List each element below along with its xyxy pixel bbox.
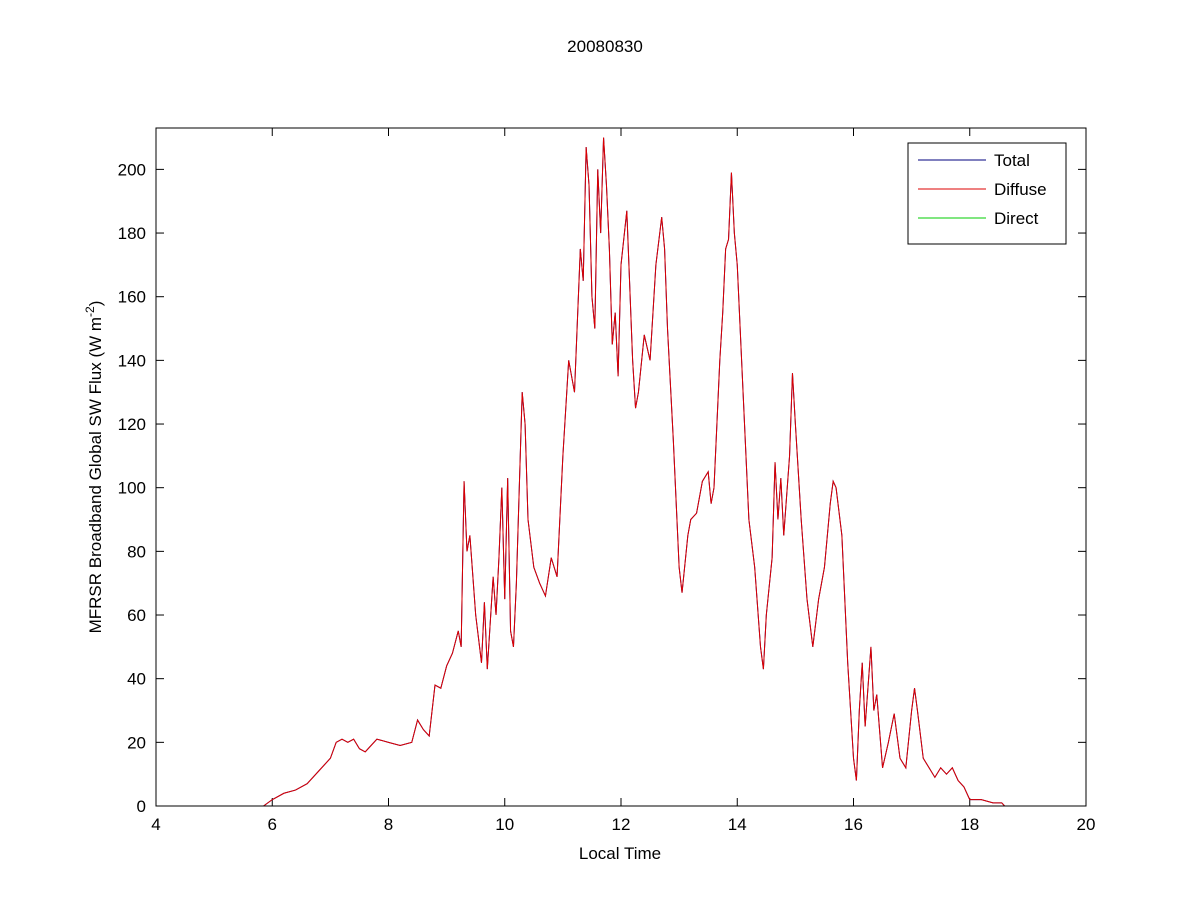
x-tick-label: 14 bbox=[728, 815, 747, 834]
y-tick-label: 140 bbox=[118, 351, 146, 370]
x-tick-label: 4 bbox=[151, 815, 160, 834]
legend-label: Diffuse bbox=[994, 180, 1047, 199]
y-tick-label: 160 bbox=[118, 288, 146, 307]
y-tick-label: 80 bbox=[127, 542, 146, 561]
y-label-suffix: ) bbox=[86, 301, 105, 307]
y-tick-label: 180 bbox=[118, 224, 146, 243]
y-label-main: MFRSR Broadband Global SW Flux (W m bbox=[86, 317, 105, 633]
plot-frame bbox=[155, 127, 1087, 807]
y-tick-label: 0 bbox=[137, 797, 146, 816]
x-axis-label: Local Time bbox=[579, 844, 661, 863]
y-axis-label: MFRSR Broadband Global SW Flux (W m-2) bbox=[83, 301, 105, 634]
y-tick-label: 120 bbox=[118, 415, 146, 434]
y-label-sup: -2 bbox=[83, 306, 97, 317]
x-tick-label: 16 bbox=[844, 815, 863, 834]
x-tick-label: 12 bbox=[612, 815, 631, 834]
y-tick-label: 200 bbox=[118, 160, 146, 179]
x-tick-label: 8 bbox=[384, 815, 393, 834]
legend-label: Total bbox=[994, 151, 1030, 170]
series-line bbox=[263, 137, 1005, 807]
x-tick-label: 10 bbox=[495, 815, 514, 834]
y-tick-label: 20 bbox=[127, 733, 146, 752]
y-tick-label: 40 bbox=[127, 670, 146, 689]
chart-title: 20080830 bbox=[567, 37, 643, 56]
y-tick-label: 60 bbox=[127, 606, 146, 625]
x-tick-label: 20 bbox=[1077, 815, 1096, 834]
y-tick-label: 100 bbox=[118, 479, 146, 498]
legend-label: Direct bbox=[994, 209, 1039, 228]
x-tick-label: 6 bbox=[268, 815, 277, 834]
x-tick-label: 18 bbox=[960, 815, 979, 834]
